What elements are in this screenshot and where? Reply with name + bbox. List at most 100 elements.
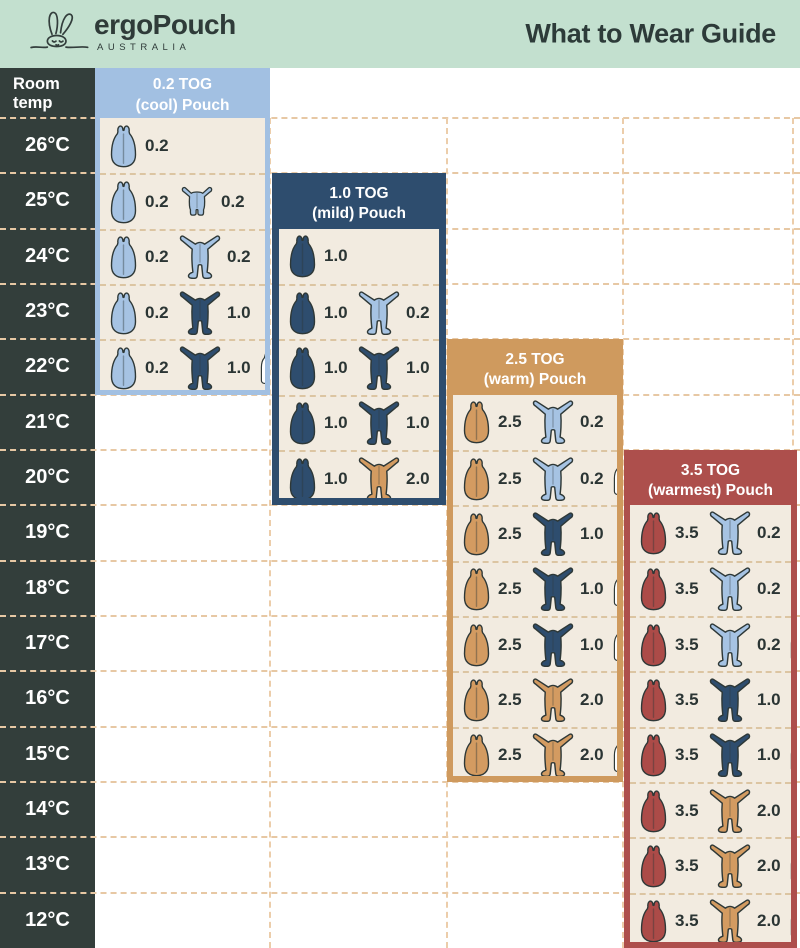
singlet-icon — [613, 744, 617, 772]
singlet-icon — [613, 578, 617, 606]
sleep-pouch-icon — [463, 513, 490, 556]
sleep-pouch-icon — [640, 568, 667, 611]
sleepsuit-icon — [532, 733, 574, 776]
sleep-pouch-icon — [289, 458, 316, 499]
sleepsuit-icon — [532, 623, 574, 667]
tog-value: 1.0 — [324, 357, 348, 377]
outfit-row-17: 3.5 0.2 — [630, 615, 791, 671]
sleep-pouch-icon — [640, 900, 667, 942]
panel-body: 0.2 0.2 0.2 0.2 0.2 0.2 1.0 0.2 1.0 — [100, 118, 265, 390]
sleepsuit-icon — [709, 623, 751, 667]
temp-column: Room temp 26°C 25°C 24°C 23°C 22°C 21°C 20°C 19… — [0, 68, 95, 948]
singlet-icon — [790, 862, 791, 880]
tog-value: 3.5 — [675, 800, 699, 820]
sleepsuit-icon — [709, 511, 751, 556]
tog-value: 2.5 — [498, 412, 522, 432]
sleep-pouch-icon — [289, 402, 316, 445]
tog-value: 2.0 — [757, 855, 781, 875]
singlet-icon — [613, 634, 617, 662]
sleepsuit-icon — [179, 346, 221, 390]
grid-row-line — [0, 504, 800, 507]
tog-value: 0.2 — [221, 191, 245, 211]
outfit-row-14: 3.5 2.0 — [630, 781, 791, 837]
grid-row-line — [0, 559, 800, 562]
sleepsuit-icon — [532, 512, 574, 557]
tog-value: 3.5 — [675, 634, 699, 654]
panel-title-line2: (cool) Pouch — [135, 96, 230, 114]
sleep-pouch-icon — [289, 292, 316, 335]
temp-label: 24°C — [25, 244, 70, 267]
tog-value: 2.0 — [406, 468, 430, 488]
outfit-row-24: 1.0 — [279, 229, 439, 284]
outfit-row-15: 2.5 2.0 — [453, 726, 617, 776]
panel-tog02: 0.2 TOG (cool) Pouch 0.2 0.2 0.2 0.2 0.2 0.2 1.0… — [95, 68, 270, 395]
grid-row-line — [0, 615, 800, 617]
tog-value: 0.2 — [227, 247, 251, 267]
sleep-pouch-icon — [289, 235, 316, 278]
panel-title-line1: 1.0 TOG — [329, 185, 389, 203]
temp-label: 12°C — [25, 908, 70, 931]
tog-value: 1.0 — [324, 246, 348, 266]
tog-value: 1.0 — [324, 468, 348, 488]
sleepsuit-icon — [532, 400, 574, 445]
outfit-row-23: 0.2 1.0 — [100, 283, 265, 339]
tog-value: 1.0 — [757, 689, 781, 709]
temp-label: 14°C — [25, 798, 70, 821]
sleepsuit-icon — [709, 678, 751, 723]
singlet-icon — [613, 468, 617, 496]
sleep-pouch-icon — [463, 734, 490, 776]
brand-text: ergoPouch AUSTRALIA — [94, 11, 236, 54]
tog-value: 0.2 — [145, 302, 169, 322]
grid-column-line — [622, 118, 624, 948]
short-romper-icon — [181, 187, 213, 217]
page-title: What to Wear Guide — [525, 18, 776, 49]
temp-label: 13°C — [25, 853, 70, 876]
grid-row-line — [0, 891, 800, 894]
tog-value: 0.2 — [145, 247, 169, 267]
sleep-pouch-icon — [110, 125, 137, 168]
temp-label: 19°C — [25, 521, 70, 544]
tog-value: 1.0 — [227, 357, 251, 377]
tog-value: 1.0 — [324, 302, 348, 322]
grid-row-line — [0, 670, 800, 673]
grid-row-line — [0, 781, 800, 783]
sleep-pouch-icon — [110, 292, 137, 335]
tog-value: 2.0 — [757, 800, 781, 820]
sleep-pouch-icon — [640, 512, 667, 555]
brand-subtitle: AUSTRALIA — [97, 42, 191, 53]
singlet-icon — [790, 918, 791, 936]
sleep-pouch-icon — [640, 845, 667, 888]
sleepsuit-icon — [179, 291, 221, 335]
outfit-row-15: 3.5 1.0 — [630, 726, 791, 782]
sleep-pouch-icon — [463, 568, 490, 611]
tog-value: 3.5 — [675, 689, 699, 709]
sleep-pouch-icon — [463, 401, 490, 444]
tog-value: 0.2 — [406, 302, 430, 322]
sleep-pouch-icon — [110, 347, 137, 390]
brand-logo: ergoPouch AUSTRALIA — [28, 4, 236, 60]
temp-label: 21°C — [25, 410, 70, 433]
singlet-icon — [260, 353, 265, 385]
sleepsuit-icon — [532, 457, 574, 501]
grid-column-line — [269, 118, 271, 948]
tog-value: 2.5 — [498, 523, 522, 543]
tog-value: 1.0 — [406, 413, 430, 433]
sleep-pouch-icon — [289, 347, 316, 390]
outfit-row-21: 2.5 0.2 — [453, 395, 617, 450]
panel-body: 3.5 0.2 3.5 0.2 3.5 0.2 3.5 1.0 3.5 1.0 3.5 2.0 3.5 2… — [630, 505, 791, 942]
tog-value: 1.0 — [757, 745, 781, 765]
tog-value: 3.5 — [675, 579, 699, 599]
grid-row-line — [0, 725, 800, 728]
tog-value: 2.5 — [498, 579, 522, 599]
outfit-row-23: 1.0 0.2 — [279, 283, 439, 339]
tog-value: 0.2 — [757, 579, 781, 599]
panel-title-line2: (mild) Pouch — [312, 205, 406, 223]
outfit-row-18: 3.5 0.2 — [630, 560, 791, 616]
tog-value: 2.5 — [498, 468, 522, 488]
tog-value: 3.5 — [675, 522, 699, 542]
panel-title: 1.0 TOG (mild) Pouch — [279, 180, 439, 229]
tog-value: 2.5 — [498, 634, 522, 654]
sleep-pouch-icon — [463, 679, 490, 722]
outfit-row-18: 2.5 1.0 — [453, 560, 617, 616]
tog-value: 2.0 — [757, 911, 781, 931]
